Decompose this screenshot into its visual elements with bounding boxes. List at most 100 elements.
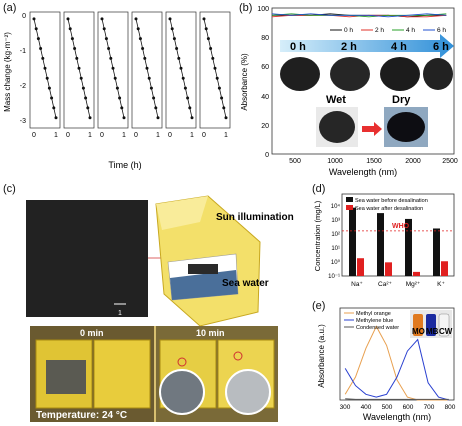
- a-data-point: [66, 17, 70, 21]
- a-data-point: [217, 86, 221, 90]
- b-ytick: 0: [265, 152, 269, 159]
- a-data-point: [70, 37, 74, 41]
- b-dry-label: Dry: [392, 94, 411, 106]
- e-legend-cw: Condensed water: [356, 325, 399, 331]
- panel-a-letter: (a): [3, 2, 17, 14]
- c-zoom-circle-left: [159, 369, 205, 415]
- a-xtick: 0: [202, 132, 206, 139]
- b-ytick: 20: [261, 123, 269, 130]
- d-bar: [441, 261, 448, 276]
- e-series-line: [344, 338, 449, 401]
- panel-d-letter: (d): [312, 183, 326, 195]
- d-ytick: 10⁰: [331, 259, 341, 266]
- a-data-point: [154, 106, 158, 110]
- a-xtick: 1: [54, 132, 58, 139]
- e-series-line: [345, 398, 449, 400]
- b-xlabel: Wavelength (nm): [329, 167, 397, 177]
- a-data-point: [220, 96, 224, 100]
- c-sea-label: Sea water: [222, 278, 269, 289]
- d-xtick-ca: Ca²⁺: [378, 281, 392, 288]
- b-time-0h: 0 h: [290, 41, 306, 53]
- e-vial-label-cw: CW: [439, 327, 453, 336]
- d-xtick-k: K⁺: [437, 281, 445, 288]
- a-data-point: [113, 76, 117, 80]
- c-time-0min: 0 min: [80, 328, 104, 338]
- a-data-point: [149, 86, 153, 90]
- d-bar: [413, 271, 420, 276]
- c-tank-0min-right: [93, 339, 151, 409]
- d-who-label: WHO: [392, 223, 410, 230]
- a-data-point: [181, 76, 185, 80]
- a-data-point: [179, 66, 183, 70]
- d-legend-before: Sea water before desalination: [355, 198, 428, 204]
- e-legend-mb: Methylene blue: [356, 318, 393, 324]
- d-ytick: 10¹: [331, 246, 340, 252]
- b-time-2h: 2 h: [341, 41, 357, 53]
- b-dry-sample: [387, 112, 425, 142]
- b-time-4h: 4 h: [391, 41, 407, 53]
- a-data-point: [34, 27, 38, 31]
- d-legend-after: Sea water after desalination: [355, 206, 423, 212]
- b-sample-2h: [330, 57, 370, 91]
- d-xtick-na: Na⁺: [351, 281, 363, 288]
- a-data-point: [32, 17, 36, 21]
- c-zoom-mark-right: [233, 351, 243, 361]
- a-data-point: [156, 116, 160, 120]
- e-vial-mb: [426, 314, 436, 336]
- a-data-point: [213, 66, 217, 70]
- b-xtick: 2500: [442, 158, 458, 165]
- a-data-point: [41, 56, 45, 60]
- c-zoom-mark-left: [177, 357, 187, 367]
- e-ylabel: Absorbance (a.u.): [317, 324, 326, 388]
- a-xtick: 0: [66, 132, 70, 139]
- a-data-point: [190, 116, 194, 120]
- a-data-point: [222, 106, 226, 110]
- d-bar: [405, 218, 412, 276]
- a-data-point: [52, 106, 56, 110]
- a-xtick: 0: [168, 132, 172, 139]
- panel-b-letter: (b): [239, 2, 253, 14]
- a-data-point: [120, 106, 124, 110]
- d-bar: [349, 207, 356, 276]
- a-ytick-2: -2: [20, 83, 26, 90]
- b-ylabel: Absorbance (%): [240, 53, 249, 111]
- e-xtick: 500: [382, 404, 393, 411]
- d-bar: [433, 228, 440, 276]
- b-ytick: 60: [261, 64, 269, 71]
- panel-c-figure: 1 Sun illumination Sea water 0 min 10 mi…: [26, 195, 294, 422]
- a-xtick: 1: [88, 132, 92, 139]
- a-xlabel: Time (h): [108, 160, 141, 170]
- a-data-point: [143, 56, 147, 60]
- a-data-point: [204, 27, 208, 31]
- a-data-point: [77, 66, 81, 70]
- c-absorber-photo: [26, 200, 148, 317]
- a-data-point: [84, 96, 88, 100]
- d-ytick: 10⁻¹: [328, 274, 340, 280]
- a-data-point: [138, 37, 142, 41]
- a-data-point: [104, 37, 108, 41]
- panel-d-chart: 10⁻¹ 10⁰ 10¹ 10² 10³ 10⁴ Na⁺ Ca²⁺ Mg²⁺ K…: [313, 193, 455, 288]
- a-xtick: 1: [190, 132, 194, 139]
- a-data-point: [147, 76, 151, 80]
- d-bar: [377, 213, 384, 276]
- a-ytick-1: -1: [20, 48, 26, 55]
- a-data-point: [39, 47, 43, 51]
- a-data-point: [107, 47, 111, 51]
- c-time-10min: 10 min: [196, 328, 225, 338]
- a-data-point: [111, 66, 115, 70]
- a-data-point: [206, 37, 210, 41]
- b-legend-0h: 0 h: [344, 27, 353, 34]
- e-xtick: 300: [340, 404, 351, 411]
- e-vial-label-mo: MO: [412, 327, 425, 336]
- b-ytick: 100: [257, 6, 269, 13]
- d-ytick: 10⁴: [331, 203, 341, 210]
- a-xtick: 1: [122, 132, 126, 139]
- d-legend-swatch-before: [346, 197, 353, 202]
- c-device-water: [170, 270, 238, 300]
- c-device-top: [156, 196, 208, 230]
- e-xtick: 400: [361, 404, 372, 411]
- a-data-point: [102, 27, 106, 31]
- a-data-point: [211, 56, 215, 60]
- a-data-point: [188, 106, 192, 110]
- a-xtick: 0: [134, 132, 138, 139]
